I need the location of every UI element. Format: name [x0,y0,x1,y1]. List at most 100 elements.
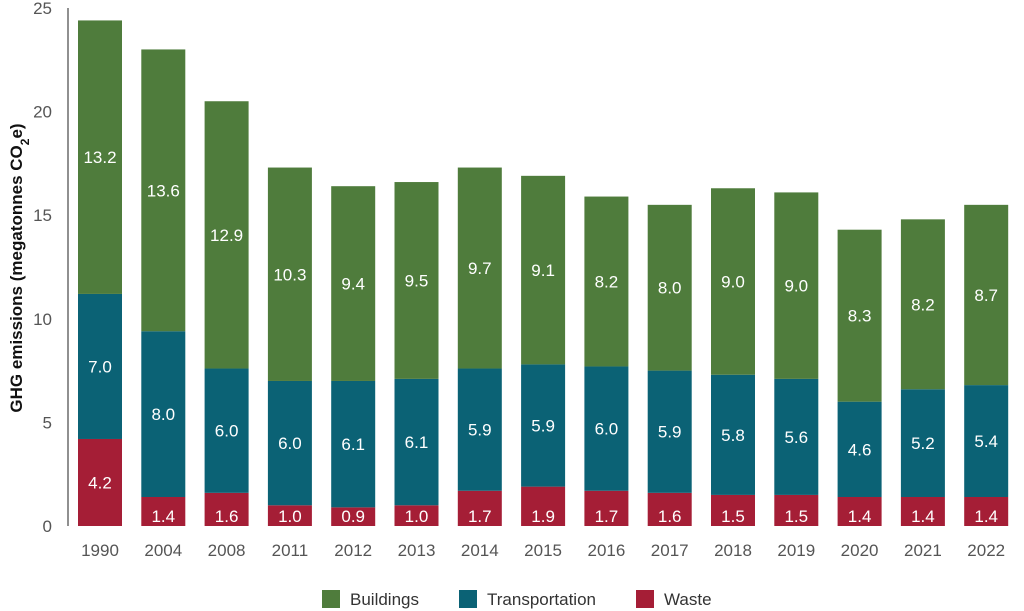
bar-buildings-2020 [837,229,882,402]
x-tick-label-2015: 2015 [524,541,562,560]
x-tick-label-2011: 2011 [272,541,309,560]
legend-swatch-buildings [322,590,340,608]
bar-waste-2022 [964,496,1009,526]
bar-label-buildings-2011: 10.3 [273,265,306,284]
bar-transportation-2019 [774,378,819,495]
bar-transportation-2004 [141,331,186,497]
bar-label-waste-2015: 1.9 [531,507,555,526]
bar-label-waste-2011: 1.0 [278,507,302,526]
bar-label-waste-2013: 1.0 [405,507,429,526]
y-tick-label-5: 5 [43,413,52,432]
legend-label-buildings: Buildings [350,590,419,609]
x-tick-label-2012: 2012 [334,541,372,560]
bar-waste-2008 [204,492,249,526]
bar-label-waste-2012: 0.9 [341,507,365,526]
bar-waste-2021 [900,496,945,526]
bar-label-waste-2019: 1.5 [784,507,808,526]
bar-label-waste-2016: 1.7 [595,507,619,526]
x-tick-label-2020: 2020 [841,541,879,560]
y-tick-label-25: 25 [33,0,52,18]
bar-label-waste-2004: 1.4 [151,507,175,526]
legend-label-waste: Waste [664,590,712,609]
legend-swatch-waste [636,590,654,608]
x-tick-label-2016: 2016 [587,541,625,560]
x-tick-label-2022: 2022 [967,541,1005,560]
y-axis-title-end: e) [7,123,26,138]
bar-buildings-2017 [647,204,692,371]
x-tick-label-1990: 1990 [81,541,119,560]
bar-label-buildings-2018: 9.0 [721,273,745,292]
bar-waste-2020 [837,496,882,526]
x-tick-label-2004: 2004 [144,541,182,560]
bar-label-buildings-2020: 8.3 [848,307,872,326]
y-axis-title-main: GHG emissions (megatonnes CO [7,145,26,412]
bar-label-transportation-2018: 5.8 [721,426,745,445]
bar-label-transportation-2017: 5.9 [658,423,682,442]
bar-label-buildings-2019: 9.0 [784,277,808,296]
bar-transportation-2014 [457,368,502,491]
bar-label-buildings-2013: 9.5 [405,271,429,290]
bar-transportation-1990 [78,293,122,439]
bar-buildings-2004 [141,49,186,332]
bar-label-transportation-1990: 7.0 [88,357,112,376]
bar-label-transportation-2022: 5.4 [974,432,998,451]
bar-transportation-2021 [900,389,945,497]
bar-waste-2015 [521,486,566,526]
bar-buildings-1990 [78,20,122,294]
bar-waste-2017 [647,492,692,526]
legend: Buildings Transportation Waste [322,590,712,609]
bar-buildings-2016 [584,196,629,367]
bar-label-buildings-2021: 8.2 [911,295,935,314]
bar-transportation-2012 [331,380,376,508]
bar-label-transportation-2011: 6.0 [278,434,302,453]
bar-transportation-2022 [964,385,1009,497]
legend-label-transportation: Transportation [487,590,596,609]
bar-label-transportation-2012: 6.1 [341,435,365,454]
bar-waste-2018 [711,494,755,526]
x-tick-label-2021: 2021 [904,541,942,560]
bar-transportation-2017 [647,370,692,493]
bar-label-buildings-2016: 8.2 [595,273,619,292]
x-axis-ticks: 1990 2004 2008 2011 2012 2013 2014 2015 2016 2017… [81,541,1005,560]
bar-waste-2016 [584,490,629,526]
y-axis-title-subscript: 2 [18,138,32,145]
y-axis-ticks: 0 5 10 15 20 25 [33,0,52,536]
bar-label-waste-2014: 1.7 [468,507,492,526]
bar-buildings-2021 [900,219,945,390]
bar-buildings-2022 [964,204,1009,386]
bar-buildings-2015 [521,175,566,365]
bar-buildings-2013 [394,182,439,379]
bar-buildings-2018 [711,188,755,375]
bar-label-waste-2020: 1.4 [848,507,872,526]
x-tick-label-2014: 2014 [461,541,499,560]
bar-label-buildings-2004: 13.6 [147,181,180,200]
bar-label-transportation-2004: 8.0 [151,405,175,424]
bar-label-buildings-2014: 9.7 [468,259,492,278]
bar-label-transportation-2016: 6.0 [595,420,619,439]
y-tick-label-10: 10 [33,310,52,329]
bar-label-transportation-2019: 5.6 [784,428,808,447]
bar-label-buildings-2015: 9.1 [531,261,555,280]
x-tick-label-2017: 2017 [651,541,689,560]
bar-label-waste-2008: 1.6 [215,507,239,526]
bar-label-transportation-2008: 6.0 [215,422,239,441]
x-tick-label-2013: 2013 [398,541,436,560]
bar-waste-2019 [774,494,819,526]
bar-label-buildings-2012: 9.4 [341,275,365,294]
bar-label-transportation-2020: 4.6 [848,440,872,459]
y-tick-label-20: 20 [33,103,52,122]
bar-buildings-2014 [457,167,502,369]
bar-label-transportation-2015: 5.9 [531,417,555,436]
bar-label-buildings-2022: 8.7 [974,286,998,305]
legend-swatch-transportation [459,590,477,608]
x-tick-label-2019: 2019 [777,541,815,560]
bar-transportation-2016 [584,366,629,491]
bars: 4.2 7.0 13.2 1.4 8.0 13.6 1.6 6.0 12.9 1.0 6.0 10.3… [78,20,1009,526]
bar-waste-2011 [267,505,312,526]
bar-waste-2004 [141,496,186,526]
bar-label-buildings-2008: 12.9 [210,226,243,245]
bar-label-waste-2017: 1.6 [658,507,682,526]
bar-transportation-2008 [204,368,249,493]
bar-label-waste-2018: 1.5 [721,507,745,526]
